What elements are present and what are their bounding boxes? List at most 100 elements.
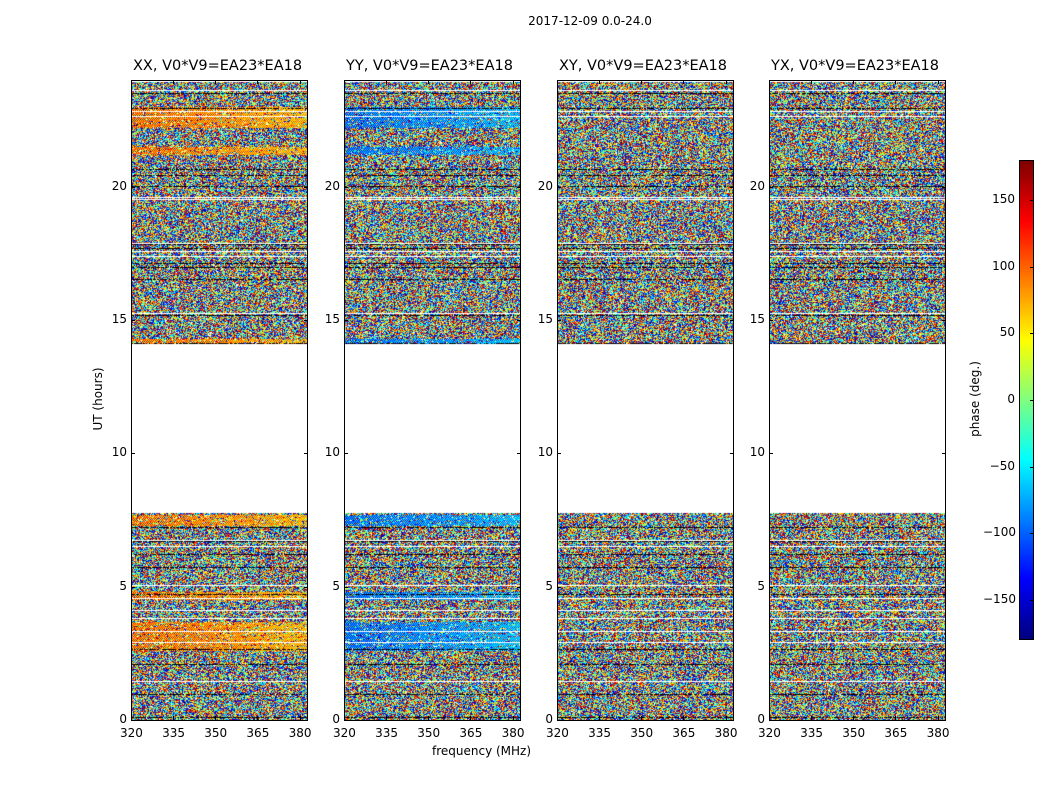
x-tick-mark [470,80,472,84]
colorbar-tick-mark [1030,333,1034,335]
phase-heatmap-panel [131,80,308,720]
x-tick-label: 320 [758,726,781,740]
y-tick-mark [131,186,135,188]
colorbar-tick-label: −50 [989,458,1015,473]
y-tick-label: 5 [332,578,340,593]
x-tick-mark [344,716,345,720]
x-tick-mark [299,80,301,84]
x-tick-label: 350 [204,726,228,740]
x-tick-mark [386,716,388,720]
y-tick-mark [730,586,734,588]
y-tick-mark [304,453,308,455]
y-tick-mark [344,720,348,721]
panel-title: XY, V0*V9=EA23*EA18 [559,58,728,74]
colorbar-tick-mark [1030,466,1034,468]
x-tick-mark [937,716,939,720]
x-tick-label: 350 [842,726,866,740]
phase-heatmap-image [344,80,521,720]
colorbar-tick-mark [1030,200,1034,201]
y-tick-mark [344,320,348,321]
x-tick-mark [937,80,939,84]
y-tick-mark [557,320,561,321]
x-tick-label: 320 [120,726,143,740]
y-tick-mark [942,586,946,588]
x-tick-mark [725,80,727,84]
x-tick-mark [811,716,813,720]
y-tick-label: 20 [324,178,340,193]
y-tick-label: 15 [749,312,765,326]
y-tick-mark [730,453,734,455]
x-tick-mark [344,80,345,84]
x-tick-mark [131,80,132,84]
y-tick-mark [557,720,561,721]
y-tick-mark [517,186,521,188]
y-tick-mark [517,453,521,455]
x-tick-mark [557,80,558,84]
panel-title: XX, V0*V9=EA23*EA18 [133,58,303,74]
colorbar-gradient [1020,161,1033,639]
phase-heatmap-image [557,80,734,720]
y-tick-mark [304,720,308,721]
y-tick-mark [131,586,135,588]
y-tick-mark [557,453,561,455]
x-tick-mark [557,716,558,720]
y-tick-mark [769,453,773,455]
x-tick-mark [173,80,175,84]
y-tick-mark [304,186,308,188]
colorbar-tick-label: 150 [992,192,1015,206]
x-tick-label: 350 [630,726,654,740]
y-tick-mark [769,320,773,321]
y-tick-mark [942,453,946,455]
y-tick-mark [730,720,734,721]
x-tick-label: 365 [459,726,483,740]
y-tick-mark [131,320,135,321]
x-tick-mark [641,716,643,720]
x-tick-mark [641,80,643,84]
colorbar-tick-mark [1030,600,1034,601]
y-tick-label: 5 [757,578,765,593]
y-tick-label: 5 [545,578,553,593]
x-tick-label: 335 [375,726,399,740]
x-tick-label: 380 [926,726,950,740]
y-tick-label: 15 [537,312,553,326]
colorbar-tick-label: −100 [983,525,1016,540]
x-tick-mark [599,716,601,720]
x-tick-mark [131,716,132,720]
y-tick-label: 20 [749,178,765,193]
x-tick-label: 380 [501,726,525,740]
x-tick-mark [428,716,430,720]
y-tick-mark [131,453,135,455]
x-tick-label: 335 [588,726,612,740]
x-tick-mark [811,80,813,84]
x-tick-label: 380 [714,726,738,740]
x-tick-mark [257,716,259,720]
x-tick-mark [895,80,897,84]
y-tick-label: 10 [111,445,127,460]
x-tick-mark [853,716,855,720]
y-tick-mark [769,586,773,588]
phase-heatmap-panel [344,80,521,720]
y-tick-label: 20 [111,178,127,193]
y-tick-mark [344,186,348,188]
y-tick-mark [730,186,734,188]
y-tick-mark [344,586,348,588]
y-tick-mark [517,320,521,321]
x-tick-mark [512,80,514,84]
x-tick-label: 320 [333,726,356,740]
y-tick-mark [517,720,521,721]
y-tick-mark [557,186,561,188]
panel-title: YX, V0*V9=EA23*EA18 [771,58,940,74]
phase-heatmap-image [769,80,946,720]
y-tick-label: 0 [332,712,340,726]
x-tick-mark [428,80,430,84]
x-tick-mark [853,80,855,84]
y-tick-mark [942,186,946,188]
colorbar-tick-mark [1030,400,1034,401]
colorbar-tick-label: 50 [999,325,1015,340]
y-tick-mark [769,720,773,721]
y-tick-label: 15 [111,312,127,326]
y-tick-label: 0 [757,712,765,726]
phase-heatmap-panel [769,80,946,720]
y-tick-mark [942,720,946,721]
x-tick-mark [299,716,301,720]
